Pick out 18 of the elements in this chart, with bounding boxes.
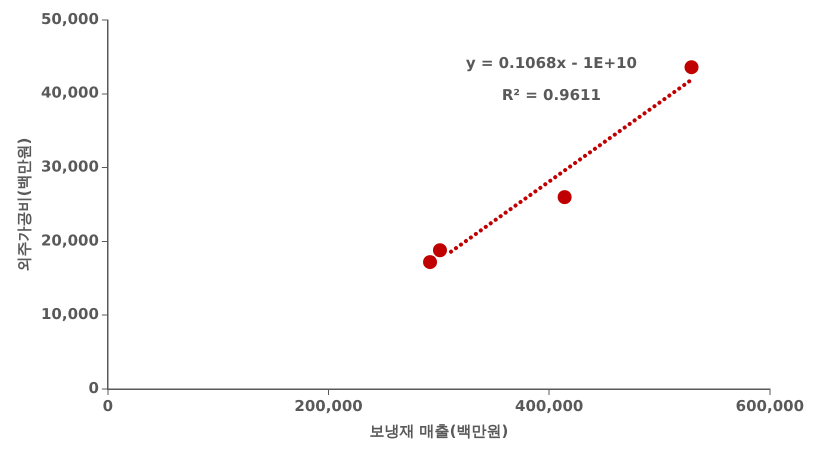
annotation: R² = 0.9611	[502, 86, 601, 104]
y-axis-title: 외주가공비(백만원)	[14, 138, 33, 272]
x-tick-label: 200,000	[294, 396, 363, 415]
y-tick-label: 50,000	[40, 10, 99, 28]
y-tick-label: 30,000	[40, 157, 99, 176]
point	[423, 255, 438, 270]
x-tick-label: 600,000	[736, 396, 804, 415]
y-tick-label: 20,000	[40, 231, 99, 250]
x-axis-title: 보냉재 매출(백만원)	[369, 422, 508, 440]
y-tick-label: 40,000	[40, 84, 99, 102]
point	[684, 60, 699, 74]
x-tick-label: 400,000	[515, 396, 584, 415]
annotation: y = 0.1068x - 1E+10	[466, 54, 637, 72]
y-tick-label: 0	[88, 378, 99, 397]
point	[432, 243, 447, 258]
y-tick-label: 10,000	[40, 305, 99, 324]
point	[558, 190, 572, 204]
x-tick-label: 0	[102, 396, 114, 415]
